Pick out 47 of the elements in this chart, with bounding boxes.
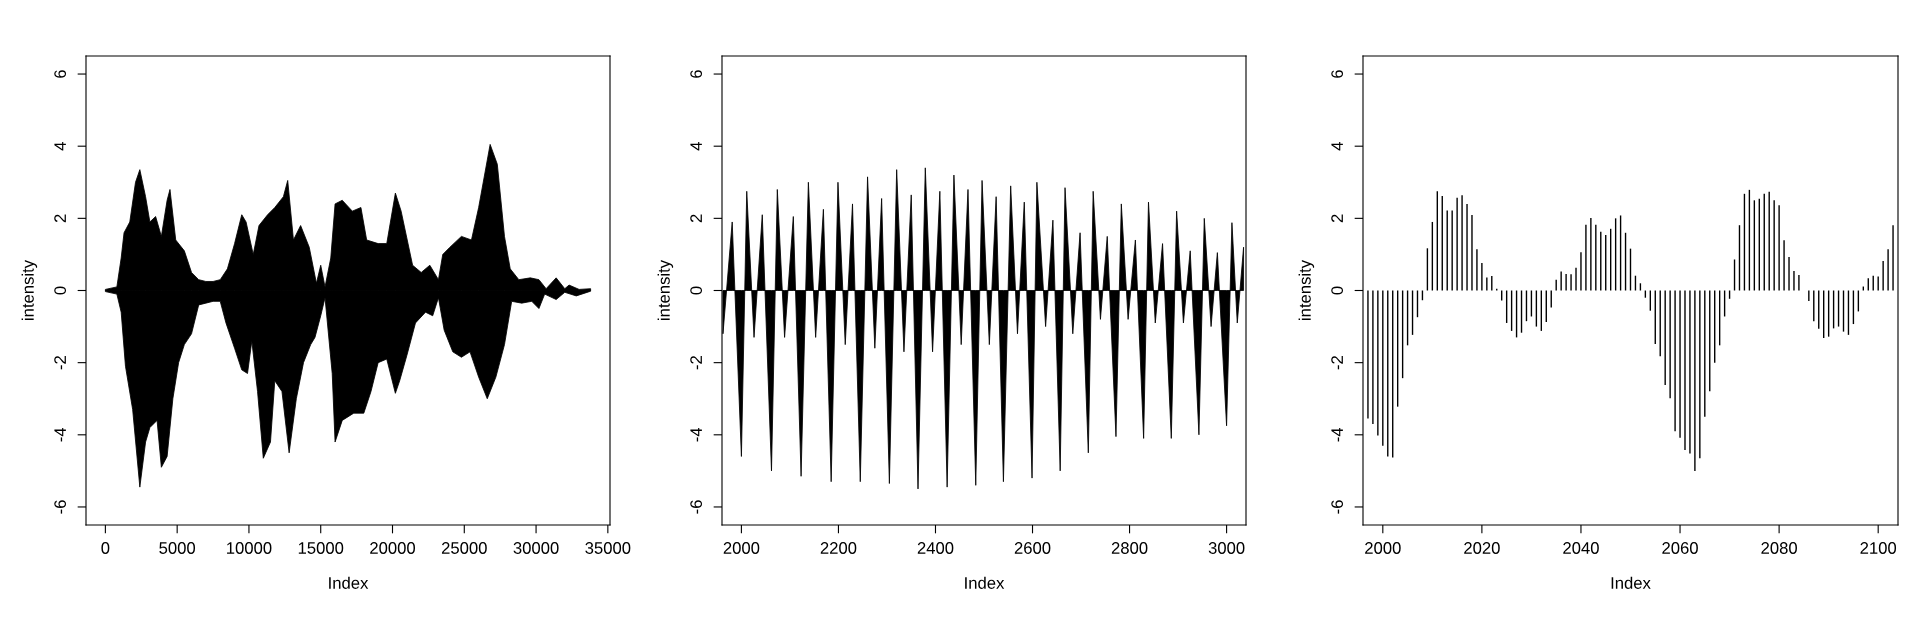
x-tick-label: 35000 <box>585 542 631 554</box>
y-tick-label: 4 <box>54 142 66 151</box>
y-tick-label: 0 <box>54 286 67 295</box>
x-tick-label: 25000 <box>441 542 487 554</box>
y-tick-label: 0 <box>1331 286 1344 295</box>
y-tick-label: 0 <box>690 286 703 295</box>
x-tick-label: 2400 <box>917 542 954 554</box>
x-axis-title: Index <box>1611 576 1651 589</box>
x-tick-label: 0 <box>101 542 110 554</box>
x-tick-label: 10000 <box>227 542 272 554</box>
x-tick-label: 2600 <box>1014 542 1051 554</box>
x-tick-label: 3000 <box>1208 542 1245 554</box>
x-tick-label: 2000 <box>723 542 760 554</box>
x-tick-label: 20000 <box>370 542 416 554</box>
x-tick-label: 2100 <box>1860 542 1897 554</box>
x-tick-label: 30000 <box>513 542 559 554</box>
x-tick-label: 2200 <box>820 542 857 554</box>
x-tick-label: 2800 <box>1111 542 1148 554</box>
y-tick-label: -6 <box>54 500 67 514</box>
x-tick-label: 2080 <box>1761 542 1797 554</box>
y-tick-label: -2 <box>54 356 66 370</box>
y-tick-label: 2 <box>1331 214 1343 223</box>
y-tick-label: -2 <box>1331 356 1343 370</box>
y-tick-label: -6 <box>690 500 703 514</box>
y-axis-title: intensity <box>21 259 38 320</box>
y-tick-label: 2 <box>690 214 702 223</box>
y-tick-label: -4 <box>690 427 702 442</box>
x-tick-label: 5000 <box>159 542 196 554</box>
y-tick-label: 2 <box>54 214 66 223</box>
y-axis-title: intensity <box>657 259 674 320</box>
y-tick-label: -4 <box>54 427 66 442</box>
x-tick-label: 2020 <box>1464 542 1500 554</box>
x-tick-label: 15000 <box>298 542 344 554</box>
y-tick-label: 6 <box>690 70 703 78</box>
x-tick-label: 2000 <box>1365 542 1401 554</box>
y-axis-title: intensity <box>1298 259 1315 320</box>
y-tick-label: -2 <box>690 356 702 370</box>
y-tick-label: -4 <box>1331 427 1343 442</box>
x-tick-label: 2060 <box>1662 542 1698 554</box>
y-tick-label: -6 <box>1331 500 1344 514</box>
x-axis-title: Index <box>965 576 1005 589</box>
y-tick-label: 4 <box>1331 142 1343 151</box>
x-axis-title: Index <box>329 576 369 589</box>
y-tick-label: 6 <box>1331 70 1344 78</box>
y-tick-label: 6 <box>54 70 67 78</box>
y-tick-label: 4 <box>690 142 702 151</box>
x-tick-label: 2040 <box>1563 542 1599 554</box>
